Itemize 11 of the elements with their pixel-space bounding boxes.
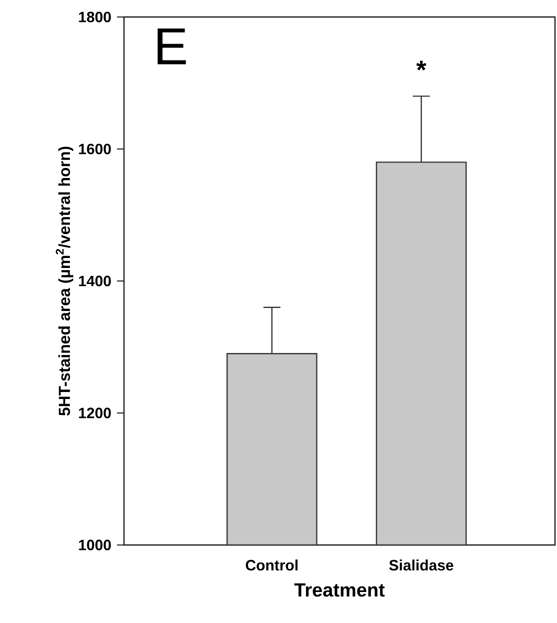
- y-tick-label: 1200: [79, 408, 111, 418]
- x-axis-title: Treatment: [294, 583, 385, 597]
- y-tick-label: 1800: [79, 12, 111, 22]
- y-tick-label: 1400: [79, 276, 111, 286]
- x-tick-label: Control: [246, 560, 298, 571]
- annotation: *: [416, 60, 426, 70]
- y-tick-label: 1000: [79, 540, 111, 550]
- y-tick-label: 1600: [79, 144, 111, 154]
- annotation: E: [158, 28, 186, 64]
- y-axis-title: 5HT-stained area (µm$^{2}$/ventral horn): [56, 146, 74, 416]
- x-tick-label: Sialidase: [389, 560, 454, 571]
